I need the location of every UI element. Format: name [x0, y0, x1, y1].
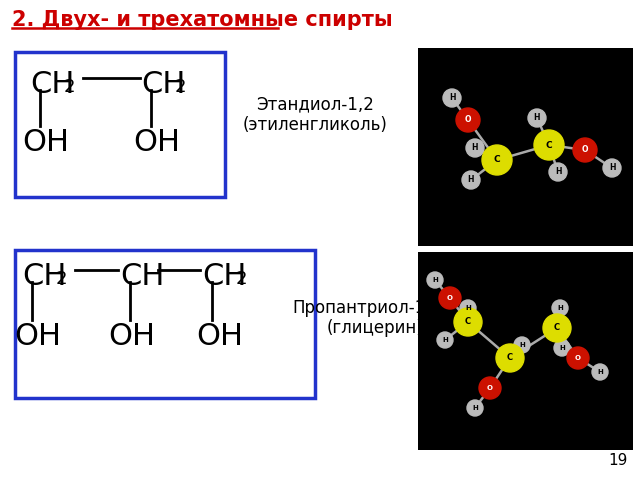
Text: H: H	[472, 405, 478, 411]
Text: C: C	[465, 317, 471, 326]
Text: C: C	[546, 141, 552, 149]
Circle shape	[443, 89, 461, 107]
Text: 2: 2	[236, 270, 248, 288]
Text: 19: 19	[609, 453, 628, 468]
Text: H: H	[432, 277, 438, 283]
Circle shape	[466, 139, 484, 157]
Circle shape	[496, 344, 524, 372]
Text: 2: 2	[56, 270, 67, 288]
Text: 2: 2	[64, 78, 76, 96]
Circle shape	[534, 130, 564, 160]
Circle shape	[479, 377, 501, 399]
Text: H: H	[442, 337, 448, 343]
Circle shape	[427, 272, 443, 288]
Bar	[418, 48, 633, 246]
Text: 2: 2	[175, 78, 186, 96]
Text: H: H	[465, 305, 471, 311]
Text: O: O	[575, 355, 581, 361]
Text: O: O	[465, 116, 471, 124]
Circle shape	[467, 400, 483, 416]
Bar	[15, 52, 225, 197]
Circle shape	[543, 314, 571, 342]
Text: OH: OH	[14, 322, 61, 351]
Text: CH: CH	[141, 70, 186, 99]
Text: CH: CH	[202, 262, 246, 291]
Circle shape	[552, 300, 568, 316]
Text: H: H	[519, 342, 525, 348]
Text: OH: OH	[108, 322, 155, 351]
Text: H: H	[468, 176, 474, 184]
Text: H: H	[449, 94, 455, 103]
Text: O: O	[582, 145, 588, 155]
Circle shape	[514, 337, 530, 353]
Text: OH: OH	[133, 128, 180, 157]
Text: H: H	[559, 345, 565, 351]
Text: 2. Двух- и трехатомные спирты: 2. Двух- и трехатомные спирты	[12, 10, 393, 30]
Text: C: C	[493, 156, 500, 165]
Text: C: C	[554, 324, 560, 333]
Text: OH: OH	[22, 128, 69, 157]
Circle shape	[603, 159, 621, 177]
Circle shape	[437, 332, 453, 348]
Circle shape	[573, 138, 597, 162]
Text: CH: CH	[120, 262, 164, 291]
Text: OH: OH	[196, 322, 243, 351]
Text: O: O	[447, 295, 453, 301]
Circle shape	[549, 163, 567, 181]
Text: H: H	[609, 164, 615, 172]
Circle shape	[439, 287, 461, 309]
Text: H: H	[472, 144, 478, 153]
Text: H: H	[555, 168, 561, 177]
Bar	[15, 250, 315, 398]
Circle shape	[460, 300, 476, 316]
Circle shape	[454, 308, 482, 336]
Text: C: C	[507, 353, 513, 362]
Text: H: H	[597, 369, 603, 375]
Bar	[418, 252, 633, 450]
Circle shape	[462, 171, 480, 189]
Text: H: H	[557, 305, 563, 311]
Circle shape	[456, 108, 480, 132]
Circle shape	[554, 340, 570, 356]
Circle shape	[482, 145, 512, 175]
Text: H: H	[534, 113, 540, 122]
Circle shape	[567, 347, 589, 369]
Text: Пропантриол-1,2,3
(глицерин): Пропантриол-1,2,3 (глицерин)	[292, 299, 458, 337]
Text: Этандиол-1,2
(этиленгликоль): Этандиол-1,2 (этиленгликоль)	[243, 96, 387, 134]
Text: CH: CH	[22, 262, 67, 291]
Circle shape	[592, 364, 608, 380]
Text: CH: CH	[30, 70, 74, 99]
Text: O: O	[487, 385, 493, 391]
Circle shape	[528, 109, 546, 127]
